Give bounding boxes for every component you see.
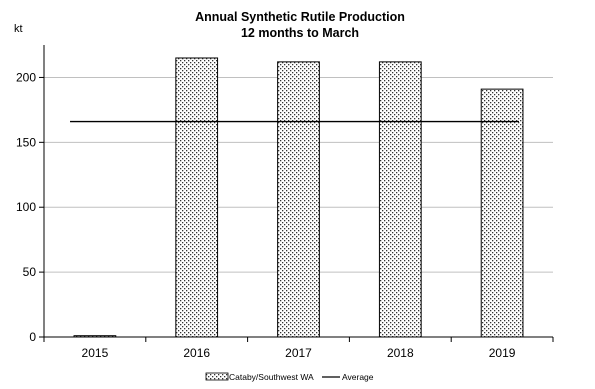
y-tick-label: 200 <box>16 70 36 84</box>
bar <box>175 57 219 338</box>
axes <box>39 45 554 342</box>
chart-title: Annual Synthetic Rutile Production <box>195 10 405 24</box>
legend: Cataby/Southwest WA Average <box>205 372 374 382</box>
x-tick-label: 2015 <box>82 346 109 360</box>
x-tick-label: 2019 <box>489 346 516 360</box>
chart-subtitle: 12 months to March <box>241 26 359 40</box>
y-tick-label: 150 <box>16 135 36 149</box>
y-axis-label: kt <box>14 23 23 35</box>
y-tick-label: 100 <box>16 200 36 214</box>
x-tick-label: 2017 <box>285 346 312 360</box>
bar <box>480 88 524 338</box>
bar <box>378 61 422 338</box>
y-tick-label: 50 <box>23 265 37 279</box>
legend-swatch-bar <box>205 372 229 381</box>
legend-label-line: Average <box>342 372 374 382</box>
x-tick-label: 2018 <box>387 346 414 360</box>
legend-label-bar: Cataby/Southwest WA <box>229 372 314 382</box>
y-tick-labels: 0 50 100 150 200 <box>16 70 36 344</box>
bars <box>73 57 524 338</box>
x-tick-label: 2016 <box>183 346 210 360</box>
y-tick-label: 0 <box>29 330 36 344</box>
bar <box>277 61 320 338</box>
x-tick-labels: 2015 2016 2017 2018 2019 <box>82 346 516 360</box>
